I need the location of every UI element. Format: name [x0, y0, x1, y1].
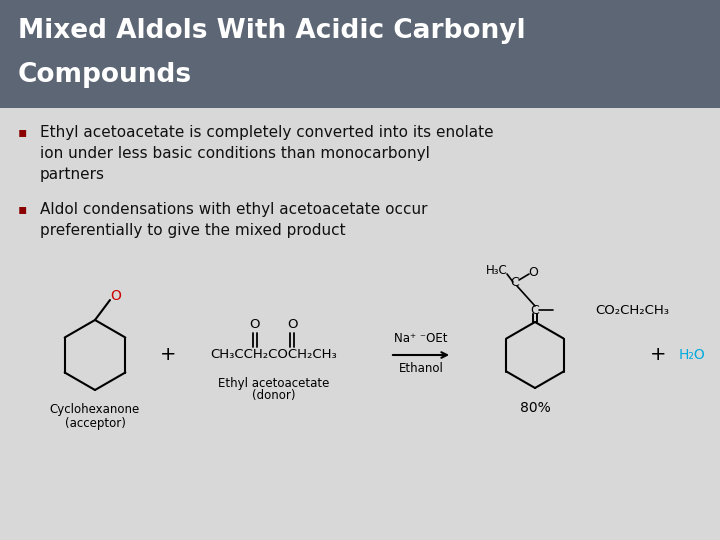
Text: partners: partners	[40, 167, 105, 182]
Text: ▪: ▪	[18, 202, 27, 216]
Text: O: O	[528, 266, 538, 279]
Text: Ethyl acetoacetate is completely converted into its enolate: Ethyl acetoacetate is completely convert…	[40, 125, 494, 140]
Text: preferentially to give the mixed product: preferentially to give the mixed product	[40, 223, 346, 238]
Text: H₃C: H₃C	[486, 264, 508, 276]
Bar	[0, 0, 720, 108]
Text: +: +	[649, 346, 666, 365]
Text: Aldol condensations with ethyl acetoacetate occur: Aldol condensations with ethyl acetoacet…	[40, 202, 428, 217]
Text: O: O	[287, 319, 297, 332]
Text: Na⁺ ⁻OEt: Na⁺ ⁻OEt	[395, 333, 448, 346]
Text: (donor): (donor)	[252, 389, 296, 402]
Text: O: O	[250, 319, 260, 332]
Text: Ethanol: Ethanol	[399, 362, 444, 375]
Text: O: O	[111, 289, 122, 303]
Text: Compounds: Compounds	[18, 62, 192, 88]
Text: ▪: ▪	[18, 125, 27, 139]
Text: C: C	[531, 303, 539, 316]
Text: Cyclohexanone: Cyclohexanone	[50, 403, 140, 416]
Text: (acceptor): (acceptor)	[65, 416, 125, 429]
Text: Ethyl acetoacetate: Ethyl acetoacetate	[218, 376, 330, 389]
Text: +: +	[160, 346, 176, 365]
Text: Mixed Aldols With Acidic Carbonyl: Mixed Aldols With Acidic Carbonyl	[18, 18, 526, 44]
Text: CO₂CH₂CH₃: CO₂CH₂CH₃	[595, 303, 669, 316]
Text: C: C	[510, 275, 519, 288]
Text: ion under less basic conditions than monocarbonyl: ion under less basic conditions than mon…	[40, 146, 430, 161]
Text: CH₃CCH₂COCH₂CH₃: CH₃CCH₂COCH₂CH₃	[211, 348, 338, 361]
Text: H₂O: H₂O	[679, 348, 706, 362]
Text: 80%: 80%	[520, 401, 550, 415]
